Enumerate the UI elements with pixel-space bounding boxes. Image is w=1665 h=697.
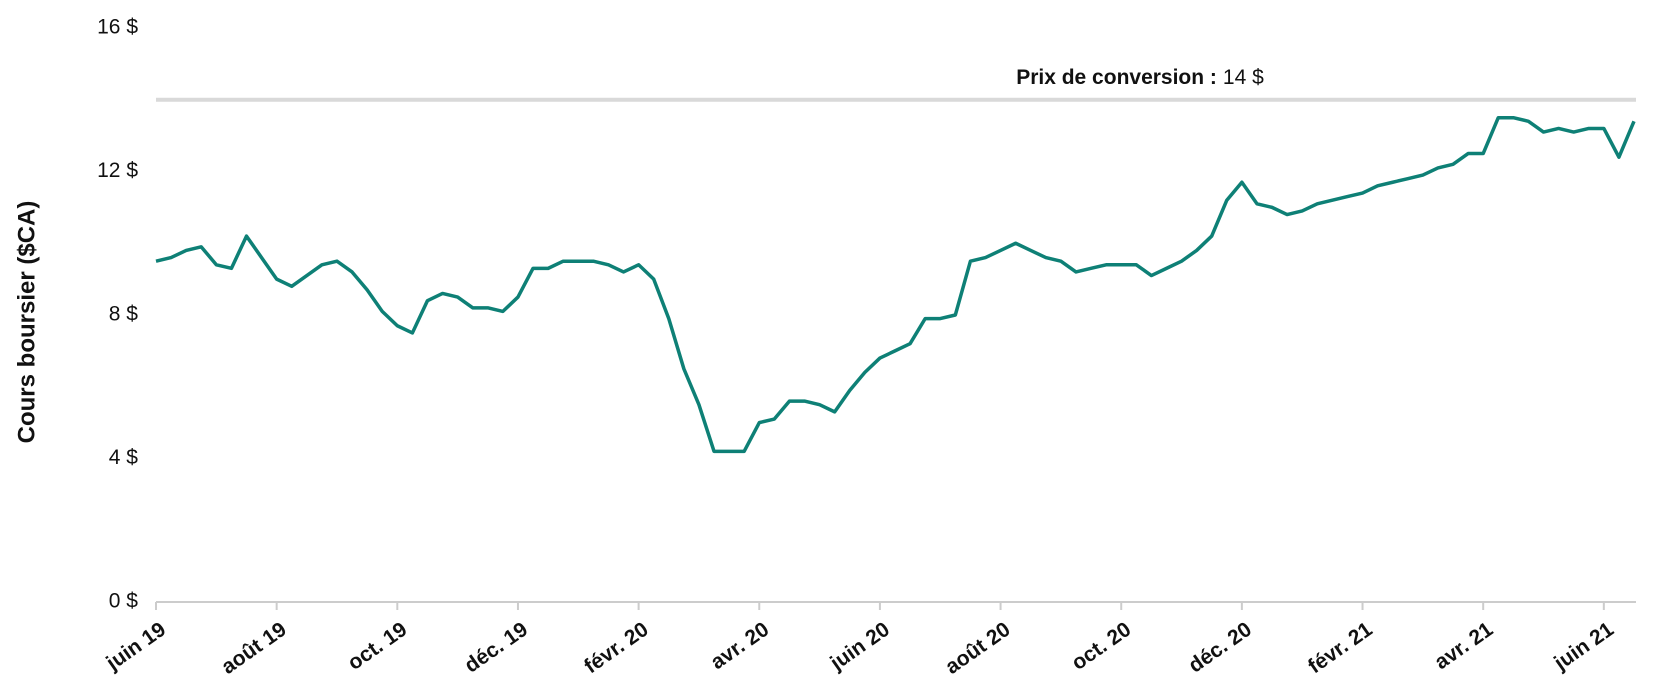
- y-tick-label: 16 $: [97, 16, 138, 39]
- y-axis-label: Cours boursier ($CA): [13, 201, 40, 444]
- y-tick-label: 8 $: [109, 303, 139, 326]
- x-tick-label: avr. 21: [1430, 618, 1497, 675]
- x-tick-label: déc. 20: [1184, 618, 1256, 678]
- x-tick-label: févr. 20: [580, 618, 653, 678]
- y-tick-label: 0 $: [109, 590, 139, 613]
- x-tick-label: avr. 20: [707, 618, 774, 674]
- x-tick-label: juin 19: [102, 618, 171, 676]
- x-tick-label: août 20: [941, 618, 1014, 679]
- annotation: Prix de conversion : 14 $: [1016, 65, 1264, 88]
- x-tick-label: déc. 19: [460, 618, 532, 678]
- annotation-value: 14 $: [1223, 65, 1264, 88]
- x-tick-label: août 19: [217, 618, 290, 679]
- x-tick-label: juin 21: [1549, 618, 1618, 676]
- annotation-label: Prix de conversion :: [1016, 65, 1217, 88]
- x-tick-label: févr. 21: [1304, 618, 1377, 679]
- x-tick-label: juin 20: [825, 618, 894, 676]
- y-tick-label: 4 $: [109, 446, 139, 469]
- x-tick-label: oct. 20: [1068, 618, 1136, 675]
- y-tick-label: 12 $: [97, 159, 138, 182]
- x-tick-label: oct. 19: [344, 618, 412, 675]
- price-line: [155, 115, 1636, 454]
